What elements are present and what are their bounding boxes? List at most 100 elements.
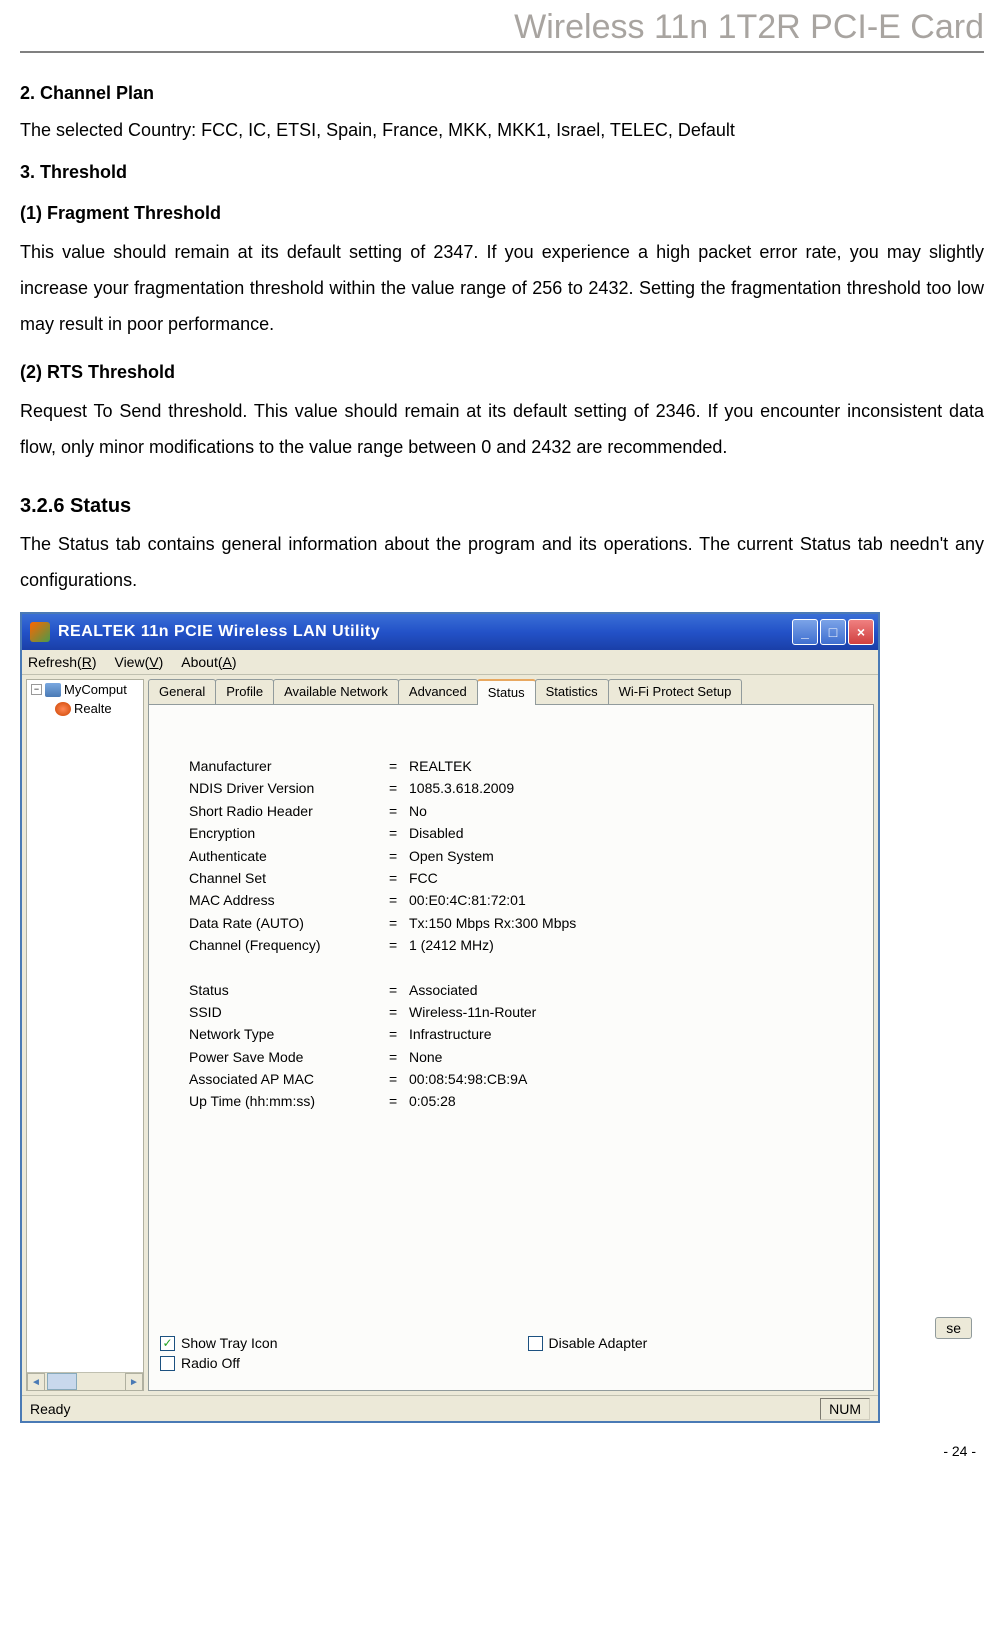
status-value: Infrastructure — [409, 1023, 491, 1045]
status-label: Power Save Mode — [189, 1046, 389, 1068]
sep-icon: = — [389, 800, 409, 822]
status-value: Disabled — [409, 822, 463, 844]
menu-about[interactable]: About(A) — [181, 654, 236, 670]
status-value: 00:08:54:98:CB:9A — [409, 1068, 527, 1090]
status-label: Associated AP MAC — [189, 1068, 389, 1090]
status-label: SSID — [189, 1001, 389, 1023]
sep-icon: = — [389, 912, 409, 934]
close-button[interactable]: × — [848, 619, 874, 645]
status-value: Associated — [409, 979, 477, 1001]
scroll-right-button[interactable]: ► — [125, 1373, 143, 1391]
status-value: Open System — [409, 845, 494, 867]
status-label: Channel Set — [189, 867, 389, 889]
sep-icon: = — [389, 1046, 409, 1068]
disable-adapter-checkbox-row[interactable]: Disable Adapter — [528, 1333, 648, 1353]
status-row: Data Rate (AUTO)=Tx:150 Mbps Rx:300 Mbps — [189, 912, 853, 934]
status-row: Power Save Mode=None — [189, 1046, 853, 1068]
tree-item-computer[interactable]: − MyComput — [27, 680, 143, 699]
tree-label-computer: MyComput — [64, 682, 127, 697]
status-row: SSID=Wireless-11n-Router — [189, 1001, 853, 1023]
tree-label-adapter: Realte — [74, 701, 112, 716]
status-row: Status=Associated — [189, 979, 853, 1001]
tree-collapse-icon[interactable]: − — [31, 684, 42, 695]
status-label: Short Radio Header — [189, 800, 389, 822]
status-label: NDIS Driver Version — [189, 777, 389, 799]
radio-off-checkbox-row[interactable]: Radio Off — [160, 1353, 278, 1373]
show-tray-label: Show Tray Icon — [181, 1335, 278, 1351]
tab-wifi-protect-setup[interactable]: Wi-Fi Protect Setup — [608, 679, 743, 704]
app-icon — [30, 622, 50, 642]
status-value: None — [409, 1046, 442, 1068]
tab-strip: General Profile Available Network Advanc… — [148, 679, 874, 704]
sep-icon: = — [389, 1068, 409, 1090]
checkbox-unchecked-icon[interactable] — [528, 1336, 543, 1351]
status-label: MAC Address — [189, 889, 389, 911]
sep-icon: = — [389, 777, 409, 799]
disable-adapter-label: Disable Adapter — [549, 1335, 648, 1351]
rts-text: Request To Send threshold. This value sh… — [20, 393, 984, 465]
status-label: Status — [189, 979, 389, 1001]
status-row: MAC Address=00:E0:4C:81:72:01 — [189, 889, 853, 911]
tab-general[interactable]: General — [148, 679, 216, 704]
sep-icon: = — [389, 1090, 409, 1112]
show-tray-checkbox-row[interactable]: ✓ Show Tray Icon — [160, 1333, 278, 1353]
status-label: Manufacturer — [189, 755, 389, 777]
status-label: Encryption — [189, 822, 389, 844]
menu-refresh[interactable]: Refresh(R) — [28, 654, 96, 670]
status-row: Encryption=Disabled — [189, 822, 853, 844]
minimize-button[interactable]: _ — [792, 619, 818, 645]
titlebar-text: REALTEK 11n PCIE Wireless LAN Utility — [58, 623, 792, 641]
sep-icon: = — [389, 867, 409, 889]
tree-scrollbar[interactable]: ◄ ► — [27, 1372, 143, 1390]
content-pane: General Profile Available Network Advanc… — [144, 675, 878, 1395]
tab-status[interactable]: Status — [477, 679, 536, 705]
rts-heading: (2) RTS Threshold — [20, 362, 984, 383]
frag-text: This value should remain at its default … — [20, 234, 984, 342]
scroll-left-button[interactable]: ◄ — [27, 1373, 45, 1391]
scroll-thumb[interactable] — [47, 1373, 77, 1390]
channel-plan-text: The selected Country: FCC, IC, ETSI, Spa… — [20, 112, 984, 148]
tree-item-adapter[interactable]: Realte — [27, 699, 143, 718]
truncated-button[interactable]: se — [935, 1317, 972, 1339]
status-value: REALTEK — [409, 755, 472, 777]
status-text: The Status tab contains general informat… — [20, 526, 984, 598]
status-value: 0:05:28 — [409, 1090, 456, 1112]
status-label: Authenticate — [189, 845, 389, 867]
tab-statistics[interactable]: Statistics — [535, 679, 609, 704]
menubar: Refresh(R) View(V) About(A) — [22, 650, 878, 675]
tab-profile[interactable]: Profile — [215, 679, 274, 704]
status-value: Wireless-11n-Router — [409, 1001, 536, 1023]
status-row: Authenticate=Open System — [189, 845, 853, 867]
menu-view[interactable]: View(V) — [114, 654, 163, 670]
radio-off-label: Radio Off — [181, 1355, 240, 1371]
adapter-icon — [55, 702, 71, 716]
sep-icon: = — [389, 1001, 409, 1023]
sep-icon: = — [389, 1023, 409, 1045]
status-label: Up Time (hh:mm:ss) — [189, 1090, 389, 1112]
titlebar[interactable]: REALTEK 11n PCIE Wireless LAN Utility _ … — [22, 614, 878, 650]
status-row: Channel (Frequency)=1 (2412 MHz) — [189, 934, 853, 956]
status-heading: 3.2.6 Status — [20, 495, 984, 518]
sep-icon: = — [389, 889, 409, 911]
status-row: NDIS Driver Version=1085.3.618.2009 — [189, 777, 853, 799]
status-row: Channel Set=FCC — [189, 867, 853, 889]
tree-pane: − MyComput Realte ◄ ► — [26, 679, 144, 1391]
sep-icon: = — [389, 979, 409, 1001]
checkbox-checked-icon[interactable]: ✓ — [160, 1336, 175, 1351]
checkbox-unchecked-icon[interactable] — [160, 1356, 175, 1371]
status-row: Associated AP MAC=00:08:54:98:CB:9A — [189, 1068, 853, 1090]
sep-icon: = — [389, 934, 409, 956]
tab-advanced[interactable]: Advanced — [398, 679, 478, 704]
maximize-button[interactable]: □ — [820, 619, 846, 645]
channel-plan-heading: 2. Channel Plan — [20, 83, 984, 104]
tab-available-network[interactable]: Available Network — [273, 679, 399, 704]
status-row: Manufacturer=REALTEK — [189, 755, 853, 777]
status-value: 1085.3.618.2009 — [409, 777, 514, 799]
status-row: Up Time (hh:mm:ss)=0:05:28 — [189, 1090, 853, 1112]
status-value: No — [409, 800, 427, 822]
status-label: Channel (Frequency) — [189, 934, 389, 956]
header-title: Wireless 11n 1T2R PCI-E Card — [20, 0, 984, 53]
page-number: - 24 - — [20, 1443, 984, 1459]
frag-heading: (1) Fragment Threshold — [20, 203, 984, 224]
sep-icon: = — [389, 845, 409, 867]
